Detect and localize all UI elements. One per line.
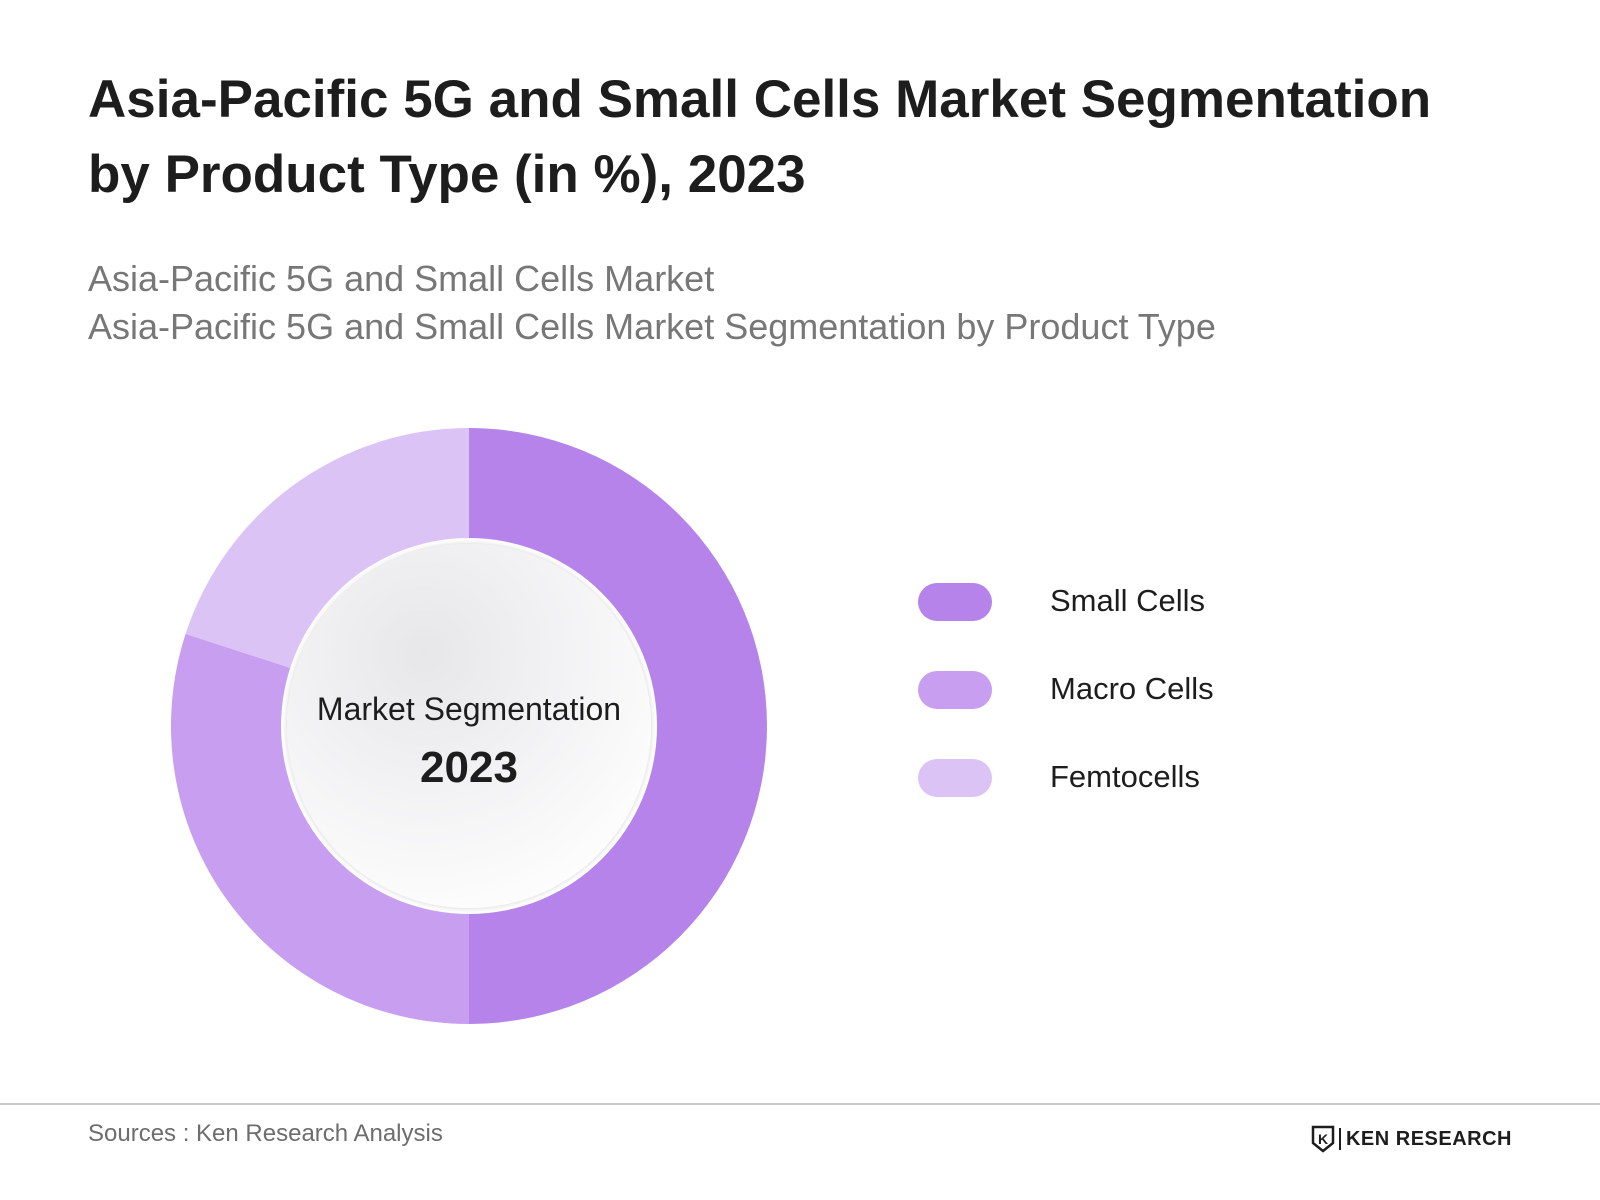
legend-label-small-cells: Small Cells (1050, 583, 1206, 618)
legend-swatch-small-cells (918, 583, 992, 621)
legend-label-femtocells: Femtocells (1050, 759, 1200, 794)
brand-name: KEN RESEARCH (1345, 1127, 1512, 1150)
legend-label-macro-cells: Macro Cells (1050, 671, 1214, 706)
svg-text:K: K (1318, 1131, 1328, 1147)
brand-separator (1338, 1128, 1341, 1150)
center-label: Market Segmentation (317, 691, 621, 727)
footer-divider (0, 1103, 1600, 1105)
legend-swatch-macro-cells (918, 671, 992, 709)
subtitle-segmentation: Asia-Pacific 5G and Small Cells Market S… (88, 306, 1216, 347)
legend-swatch-femtocells (918, 759, 992, 797)
donut-center-disc (287, 544, 651, 908)
subtitle-market: Asia-Pacific 5G and Small Cells Market (88, 258, 715, 299)
chart-title: Asia-Pacific 5G and Small Cells Market S… (88, 70, 1432, 204)
ken-research-logo-icon: K (1311, 1125, 1335, 1153)
source-note: Sources : Ken Research Analysis (88, 1120, 443, 1147)
brand-logo: K KEN RESEARCH (1311, 1124, 1512, 1154)
center-year: 2023 (420, 743, 518, 792)
